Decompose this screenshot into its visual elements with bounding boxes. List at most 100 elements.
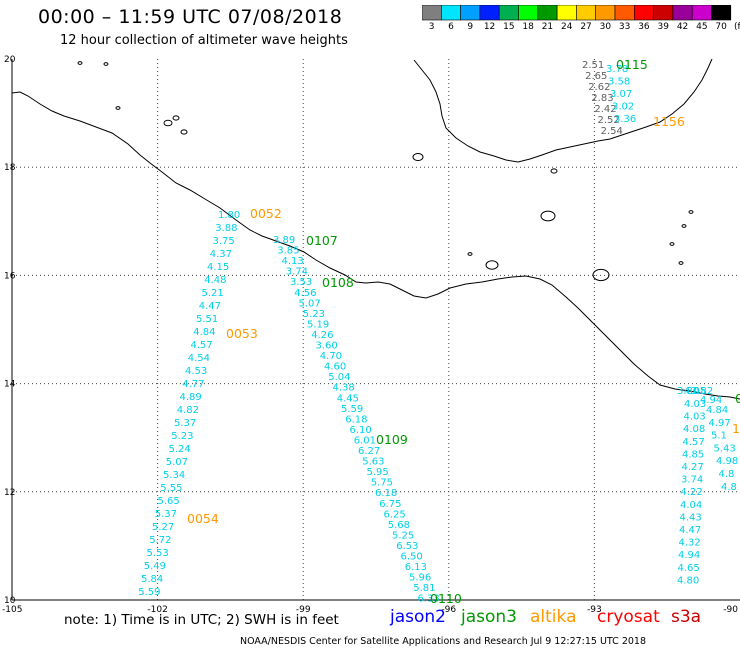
island <box>172 115 180 121</box>
wave-value: 4.03 <box>684 399 706 410</box>
wave-value: 4.45 <box>337 393 359 404</box>
pass-time-label: 0109 <box>376 432 408 447</box>
wave-value: 1.80 <box>218 210 240 221</box>
footer-note: note: 1) Time is in UTC; 2) SWH is in fe… <box>64 612 339 628</box>
colorbar-label: 42 <box>676 22 689 32</box>
wave-value: 5.75 <box>371 478 393 489</box>
colorbar-label: 45 <box>696 22 708 32</box>
wave-value: 6.01 <box>354 435 376 446</box>
wave-value: 6.18 <box>375 488 397 499</box>
x-tick-label: -105 <box>2 605 22 615</box>
map-frame <box>11 59 740 601</box>
wave-height-values: 1.803.883.754.374.154.485.214.475.514.84… <box>138 60 738 605</box>
wave-value: 2.65 <box>585 71 607 82</box>
wave-value: 5.25 <box>392 530 414 541</box>
pass-time-label: 0054 <box>187 511 219 526</box>
colorbar-swatch <box>711 5 732 21</box>
island <box>412 153 424 161</box>
wave-value: 4.13 <box>282 256 304 267</box>
island <box>550 168 558 174</box>
wave-value: 5.65 <box>158 496 180 507</box>
wave-value: 3.07 <box>610 89 632 100</box>
wave-value: 4.57 <box>191 340 213 351</box>
legend-cryosat: cryosat <box>597 607 660 627</box>
wave-value: 5.24 <box>169 444 191 455</box>
wave-value: 5.95 <box>367 467 389 478</box>
wave-value: 2.62 <box>588 82 610 93</box>
wave-value: 4.84 <box>193 327 215 338</box>
colorbar-label: 12 <box>483 22 496 32</box>
wave-value: 3.88 <box>215 223 237 234</box>
wave-value: 3.74 <box>681 475 703 486</box>
wave-value: 5.1 <box>711 431 727 442</box>
colorbar-label: 21 <box>541 22 554 32</box>
x-tick-label: -90 <box>723 605 738 615</box>
colorbar-label: 39 <box>657 22 669 32</box>
wave-value: 4.38 <box>333 383 355 394</box>
wave-value: 5.55 <box>160 483 182 494</box>
colorbar-label: 3 <box>428 22 435 32</box>
wave-value: 4.8 <box>719 469 735 480</box>
wave-value: 5.37 <box>155 509 177 520</box>
wave-value: 4.57 <box>683 437 705 448</box>
wave-value: 6.50 <box>401 552 423 563</box>
wave-value: 6.25 <box>384 509 406 520</box>
wave-value: 3.80 <box>677 386 699 397</box>
wave-value: 6.27 <box>358 446 380 457</box>
gulf-coast <box>413 58 713 163</box>
x-tick-label: -99 <box>296 605 311 615</box>
wave-value: 3.53 <box>290 277 312 288</box>
wave-value: 6.13 <box>405 562 427 573</box>
wave-value: 4.22 <box>681 487 703 498</box>
wave-value: 4.43 <box>680 512 702 523</box>
island <box>115 106 121 110</box>
map-subtitle: 12 hour collection of altimeter wave hei… <box>60 33 348 48</box>
wave-height-colorbar <box>422 5 732 21</box>
wave-value: 5.84 <box>141 574 163 585</box>
pass-time-label: 0 <box>735 391 740 406</box>
colorbar-label: 70 <box>715 22 727 32</box>
wave-value: 4.70 <box>320 351 342 362</box>
pass-time-label: 1156 <box>653 114 685 129</box>
wave-value: 4.08 <box>683 424 705 435</box>
island <box>669 242 675 246</box>
wave-value: 4.77 <box>182 379 204 390</box>
wave-value: 4.05 <box>684 386 706 397</box>
wave-value: 5.43 <box>714 443 736 454</box>
wave-value: 4.27 <box>682 462 704 473</box>
wave-value: 4.37 <box>210 249 232 260</box>
pass-time-label: 0110 <box>430 591 462 606</box>
y-tick-label: 20 <box>4 55 16 65</box>
wave-value: 5.72 <box>149 535 171 546</box>
pass-time-label: 115 <box>732 421 740 436</box>
colorbar-label: 15 <box>503 22 515 32</box>
colorbar-unit: (ft) <box>734 22 740 32</box>
colorbar-label: 18 <box>522 22 534 32</box>
wave-value: 5.68 <box>388 520 410 531</box>
wave-value: 6.10 <box>350 425 372 436</box>
wave-value: 3.85 <box>277 246 299 257</box>
axis-ticks: -105 -102 -99 -96 -93 -90 20 18 16 14 12 10 <box>2 55 738 615</box>
island <box>592 268 610 282</box>
legend-altika: altika <box>530 607 577 627</box>
wave-value: 5.04 <box>328 372 350 383</box>
pass-time-label: 0115 <box>616 57 648 72</box>
x-tick-label: -96 <box>441 605 456 615</box>
island <box>467 252 473 256</box>
wave-value: 4.97 <box>709 418 731 429</box>
wave-value: 6.18 <box>345 414 367 425</box>
wave-value: 2.52 <box>598 115 620 126</box>
wave-value: 5.23 <box>171 431 193 442</box>
map-title: 00:00 – 11:59 UTC 07/08/2018 <box>38 6 343 28</box>
wave-value: 4.8 <box>721 482 737 493</box>
wave-value: 3.78 <box>606 64 628 75</box>
wave-value: 4.84 <box>706 405 728 416</box>
legend-s3a: s3a <box>671 607 702 627</box>
island <box>103 62 109 66</box>
colorbar-label: 30 <box>599 22 612 32</box>
wave-value: 6.75 <box>379 499 401 510</box>
wave-value: 4.03 <box>684 412 706 423</box>
wave-value: 4.98 <box>716 456 738 467</box>
